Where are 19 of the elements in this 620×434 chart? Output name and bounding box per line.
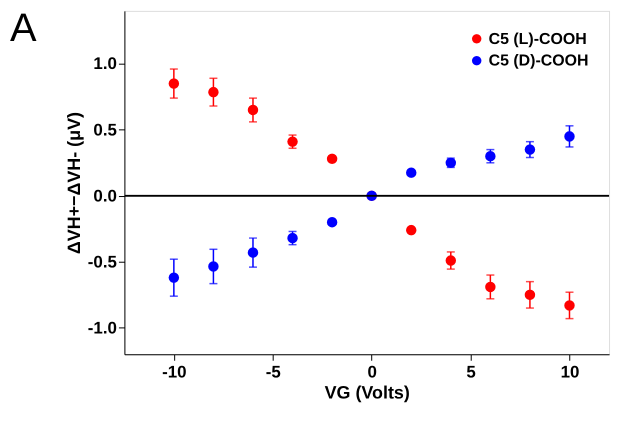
y-tick-label: 0.0 [93, 186, 117, 206]
y-tick-label: 0.5 [93, 120, 117, 140]
x-tick-label: 0 [367, 362, 377, 382]
x-tick-label: -10 [162, 362, 187, 382]
x-tick-label: 10 [560, 362, 580, 382]
y-axis-title: ΔVH+−ΔVH- (μV) [64, 112, 84, 254]
x-tick-label: -5 [266, 362, 281, 382]
y-tick-label: -1.0 [88, 318, 117, 338]
x-axis-title: VG (Volts) [324, 382, 410, 403]
legend-label: C5 (L)-COOH [488, 30, 587, 48]
point [326, 154, 338, 164]
y-tick-label: -0.5 [88, 252, 117, 272]
legend-label: C5 (D)-COOH [488, 52, 588, 70]
x-tick-label: 5 [466, 362, 476, 382]
text: A [10, 6, 37, 50]
point [406, 224, 416, 236]
point [326, 217, 338, 228]
y-tick-label: 1.0 [93, 54, 117, 74]
point [406, 167, 416, 178]
